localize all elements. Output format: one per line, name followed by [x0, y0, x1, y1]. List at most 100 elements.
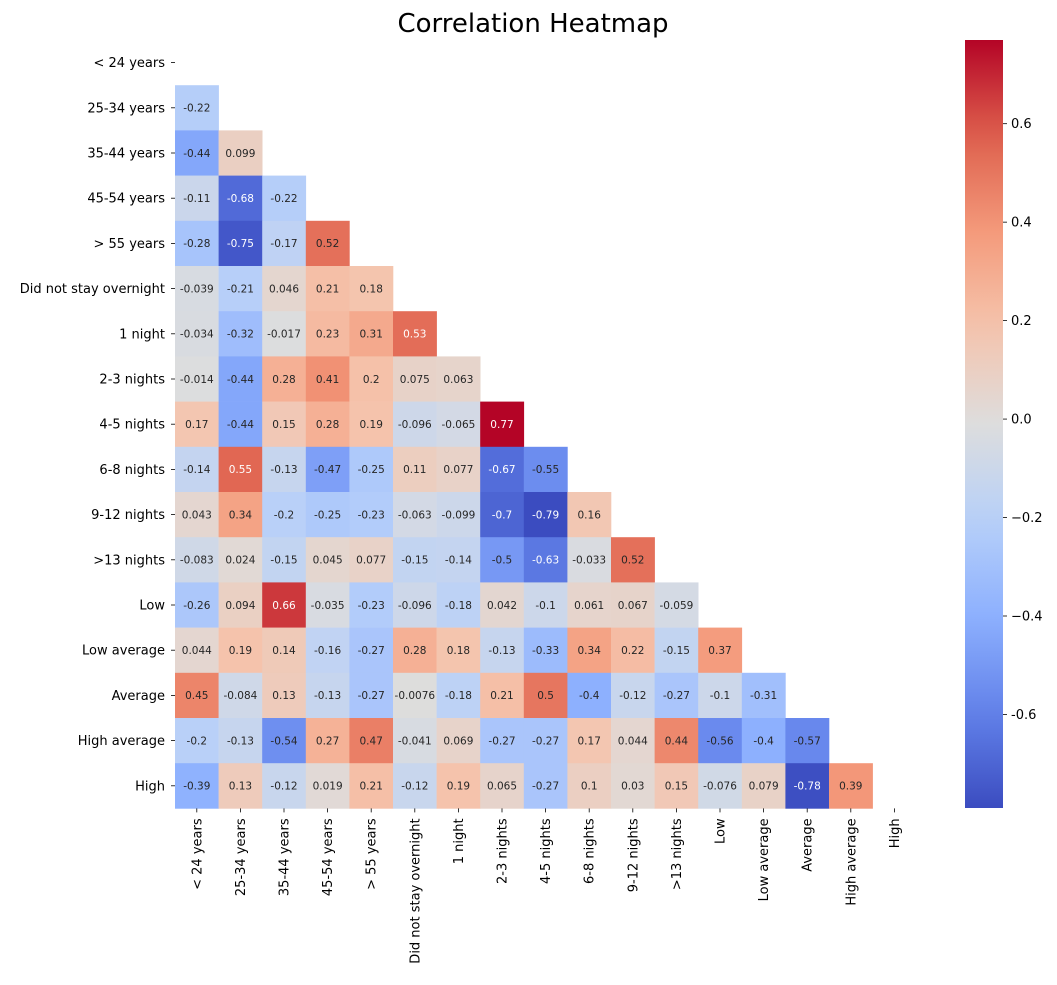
cell-value-label: 0.22 — [621, 645, 644, 657]
heatmap-cell — [523, 537, 568, 583]
heatmap-cell — [480, 537, 525, 583]
heatmap-cell — [262, 266, 307, 312]
cell-value-label: -0.7 — [492, 509, 513, 521]
colorbar-tick-label: 0.6 — [1011, 117, 1032, 132]
colorbar-tick-label: −0.2 — [1011, 511, 1043, 526]
heatmap-cell — [175, 492, 219, 538]
heatmap-cell — [349, 401, 394, 448]
cell-value-label: -0.12 — [270, 781, 297, 793]
heatmap-cell — [218, 175, 263, 222]
cell-value-label: -0.23 — [358, 600, 385, 612]
heatmap-cell — [175, 672, 219, 719]
cell-value-label: -0.12 — [619, 690, 646, 702]
cell-value-label: -0.4 — [579, 690, 600, 702]
heatmap-cell — [218, 401, 263, 448]
cell-value-label: -0.63 — [532, 555, 559, 567]
cell-value-label: 0.061 — [574, 600, 604, 612]
cell-value-label: -0.55 — [532, 464, 559, 476]
heatmap-cell — [741, 763, 786, 809]
y-tick-label: Did not stay overnight — [20, 282, 165, 297]
cell-value-label: 0.13 — [272, 690, 295, 702]
cell-value-label: 0.065 — [487, 781, 517, 793]
cell-value-label: -0.18 — [445, 690, 472, 702]
cell-value-label: -0.27 — [358, 645, 385, 657]
heatmap-cell — [175, 401, 219, 448]
cell-value-label: -0.13 — [488, 645, 515, 657]
y-tick-label: < 24 years — [94, 56, 166, 71]
heatmap-cell — [611, 763, 655, 809]
cell-value-label: -0.22 — [183, 103, 210, 115]
heatmap-cell — [480, 582, 525, 628]
heatmap-cell — [305, 537, 350, 583]
cell-value-label: -0.16 — [314, 645, 341, 657]
x-tick-label: 25-34 years — [234, 818, 249, 896]
heatmap-cell — [393, 356, 437, 402]
cell-value-label: 0.19 — [229, 645, 252, 657]
heatmap-cell — [218, 446, 263, 493]
cell-value-label: -0.15 — [663, 645, 690, 657]
cell-value-label: 0.044 — [618, 735, 648, 747]
heatmap-cell — [393, 537, 437, 583]
heatmap-cell — [262, 627, 307, 674]
heatmap-cell — [436, 763, 481, 809]
cell-value-label: -0.67 — [488, 464, 515, 476]
cell-value-label: -0.33 — [532, 645, 559, 657]
heatmap-cell — [305, 763, 350, 809]
heatmap-cell — [175, 356, 219, 402]
heatmap-cell — [480, 492, 525, 538]
cell-value-label: -0.065 — [441, 419, 475, 431]
colorbar: -0.6 −0.4 −0.2 0.0 0.2 0.4 0.6 — [965, 40, 1043, 808]
colorbar-tick-label: -0.6 — [1011, 708, 1036, 723]
cell-value-label: -0.17 — [270, 238, 297, 250]
colorbar-tick-label: −0.4 — [1011, 610, 1043, 625]
heatmap-cell — [654, 582, 699, 628]
heatmap-cell — [349, 672, 394, 719]
heatmap-cell — [480, 672, 525, 719]
cell-value-label: -0.22 — [270, 193, 297, 205]
cell-value-label: -0.039 — [180, 283, 214, 295]
heatmap-cell — [175, 718, 219, 764]
heatmap-cell — [436, 401, 481, 448]
y-tick-label: > 55 years — [94, 237, 166, 252]
heatmap-cell — [305, 582, 350, 628]
cell-value-label: 0.5 — [537, 690, 554, 702]
chart-title: Correlation Heatmap — [397, 9, 668, 39]
heatmap-cell — [175, 763, 219, 809]
cell-value-label: 0.063 — [443, 374, 473, 386]
heatmap-cell — [654, 763, 699, 809]
x-tick-label: 4-5 nights — [539, 818, 554, 884]
heatmap-cell — [218, 311, 263, 357]
cell-value-label: -0.15 — [270, 555, 297, 567]
heatmap-cell — [393, 718, 437, 764]
heatmap-cell — [567, 492, 612, 538]
cell-value-label: 0.18 — [360, 283, 383, 295]
x-tick-label: Did not stay overnight — [408, 818, 423, 963]
heatmap-cell — [305, 718, 350, 764]
heatmap-cell — [480, 627, 525, 674]
cell-value-label: -0.26 — [183, 600, 210, 612]
heatmap-cell — [393, 311, 437, 357]
heatmap-cell — [436, 537, 481, 583]
cell-value-label: -0.13 — [227, 735, 254, 747]
x-tick-label: > 55 years — [365, 818, 380, 890]
y-tick-label: High average — [78, 734, 165, 749]
heatmap-cell — [393, 446, 437, 493]
heatmap-cell — [393, 763, 437, 809]
heatmap-cell — [305, 356, 350, 402]
cell-value-label: -0.15 — [401, 555, 428, 567]
cell-value-label: -0.096 — [398, 419, 432, 431]
heatmap-cell — [785, 763, 830, 809]
heatmap-cell — [175, 311, 219, 357]
cell-value-label: 0.1 — [581, 781, 598, 793]
cell-value-label: -0.083 — [180, 555, 214, 567]
cell-value-label: 0.075 — [400, 374, 430, 386]
heatmap-cell — [305, 401, 350, 448]
heatmap-cell — [611, 627, 655, 674]
heatmap-cell — [218, 266, 263, 312]
cell-value-label: 0.15 — [665, 781, 688, 793]
heatmap-cell — [741, 718, 786, 764]
x-tick-label: Low — [714, 818, 729, 844]
cell-value-label: 0.13 — [229, 781, 252, 793]
heatmap-cell — [305, 446, 350, 493]
colorbar-gradient — [965, 40, 1003, 808]
